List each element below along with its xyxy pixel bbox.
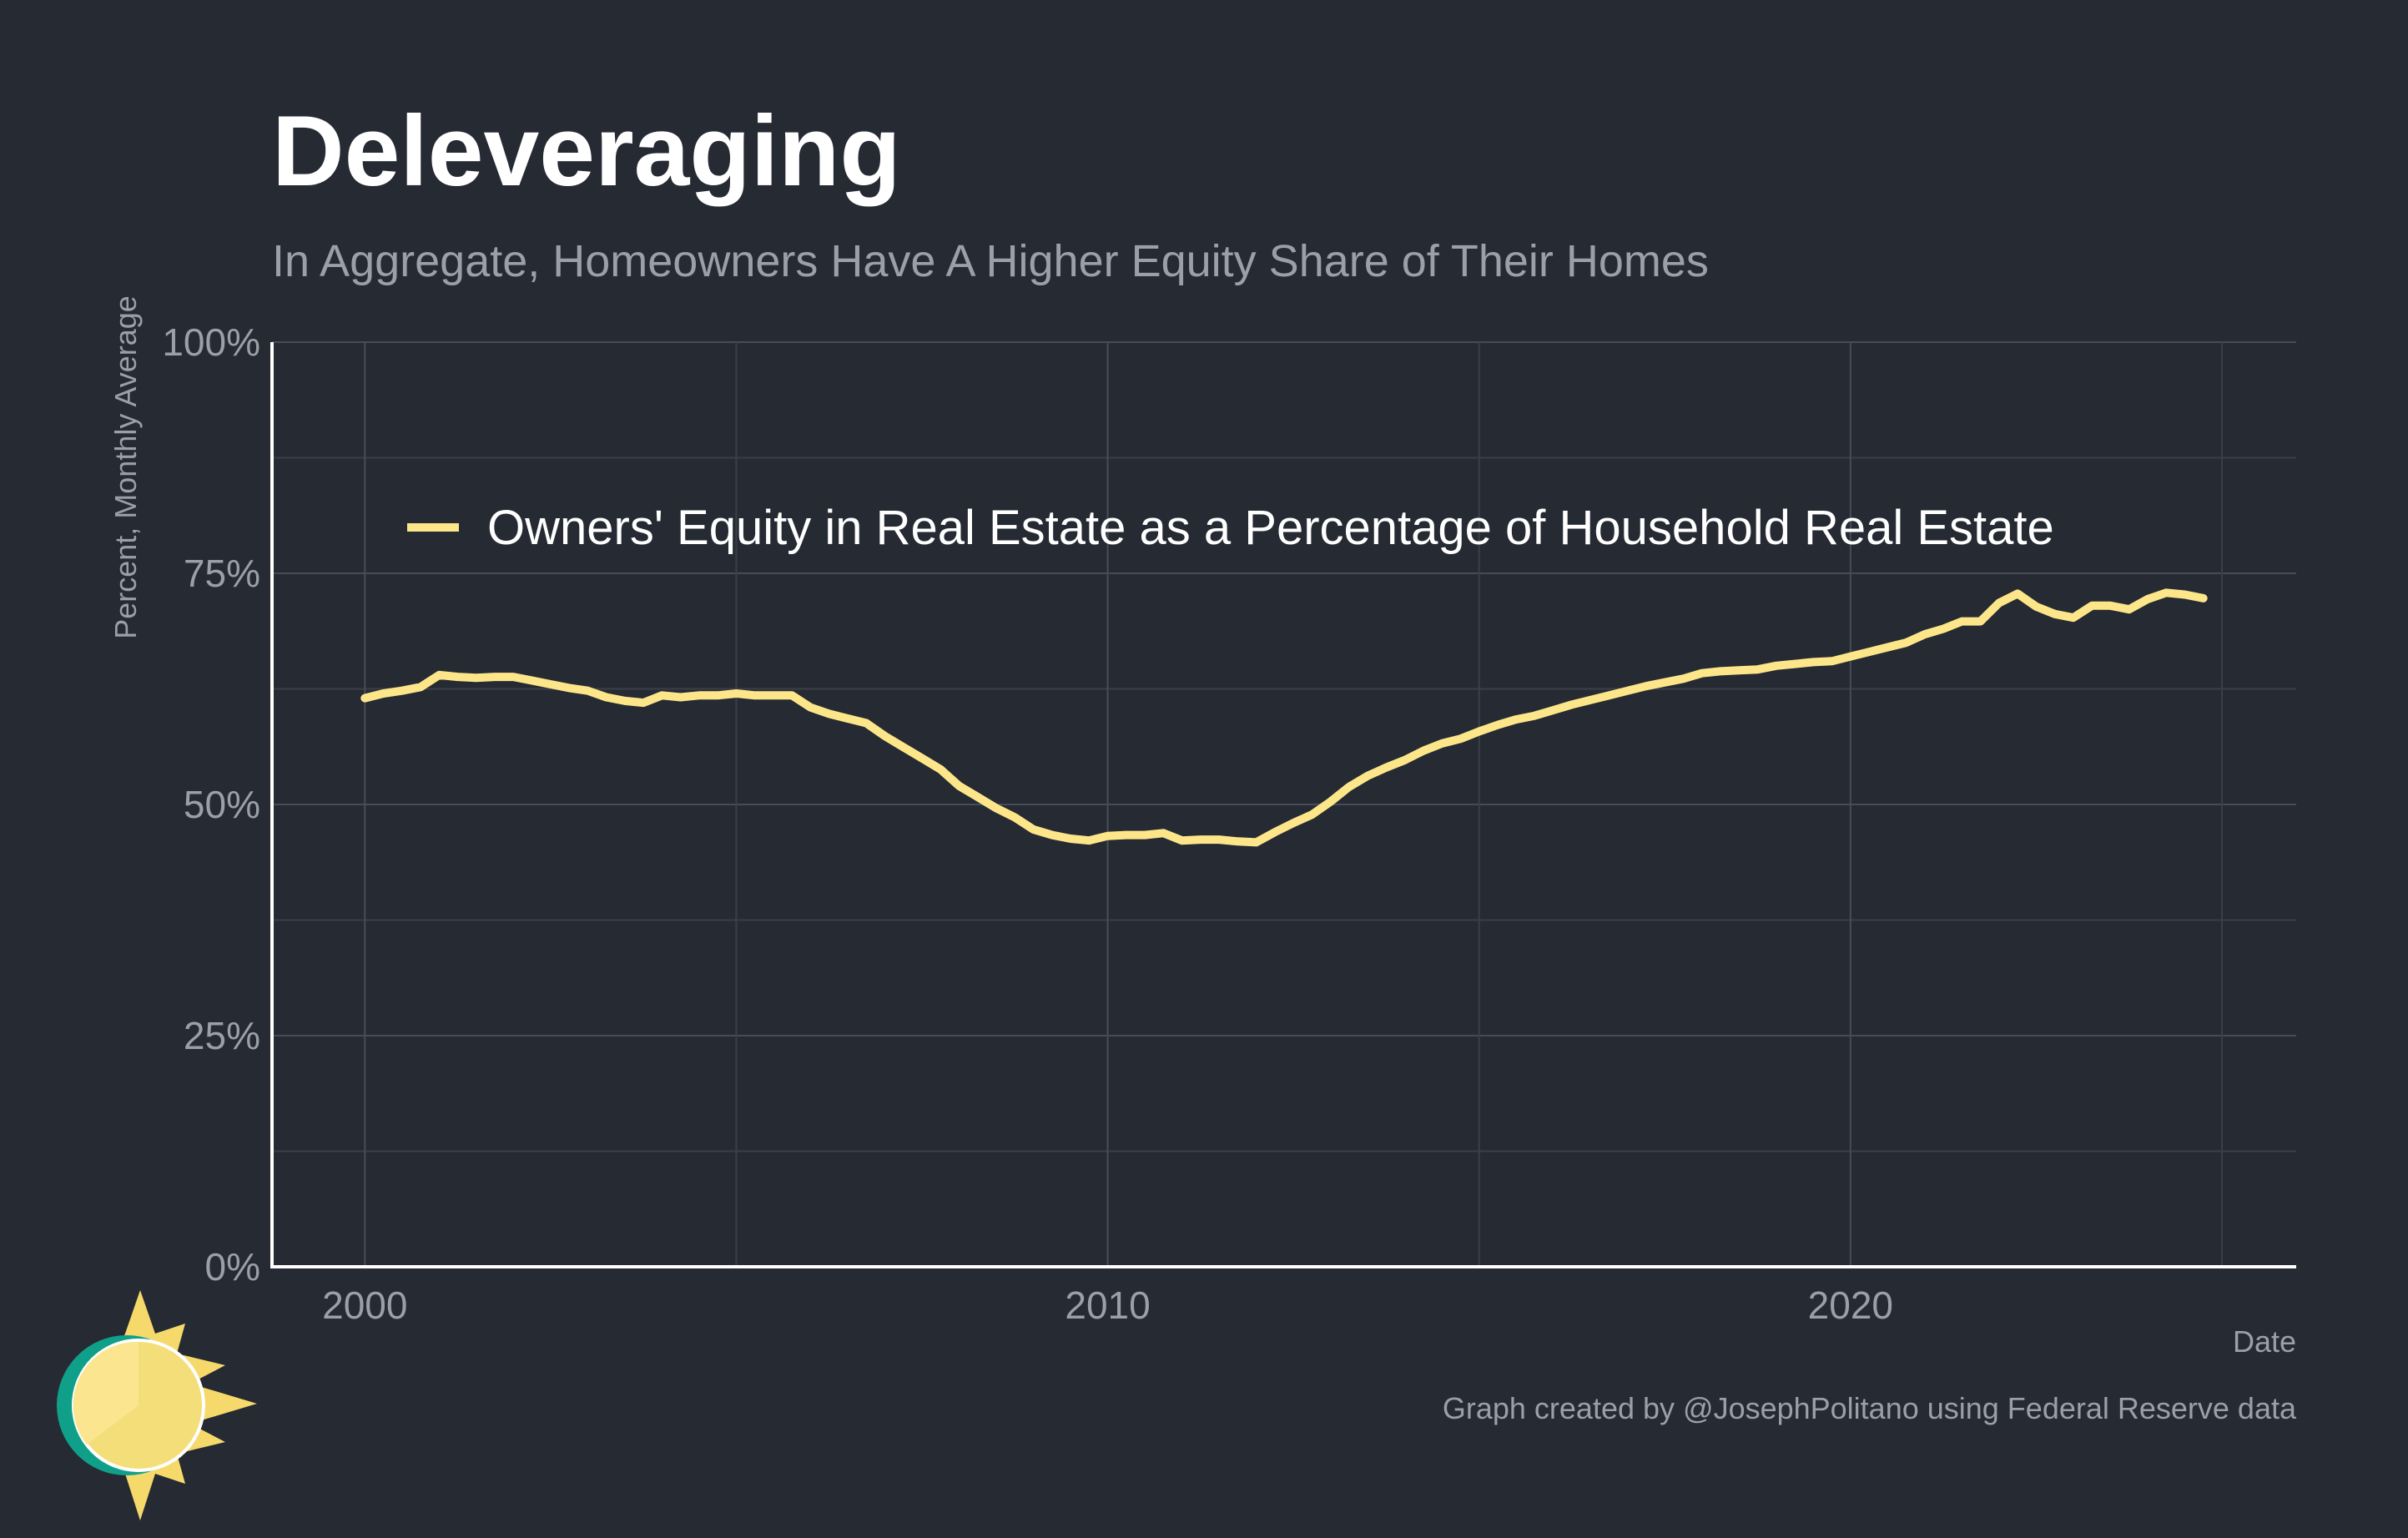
- y-tick-label: 75%: [184, 552, 260, 595]
- y-tick-label: 25%: [184, 1014, 260, 1057]
- caption: Graph created by @JosephPolitano using F…: [1443, 1391, 2297, 1425]
- axes: [270, 342, 2296, 1268]
- x-tick-label: 2000: [322, 1283, 407, 1327]
- chart-subtitle: In Aggregate, Homeowners Have A Higher E…: [272, 236, 1709, 286]
- x-tick-label: 2010: [1065, 1283, 1150, 1327]
- series-line: [360, 588, 2208, 847]
- x-axis-ticks: 2000 2010 2020: [322, 1283, 1893, 1327]
- x-tick-label: 2020: [1808, 1283, 1893, 1327]
- chart-title: Deleveraging: [272, 95, 901, 207]
- y-axis-ticks: 0% 25% 50% 75% 100%: [162, 320, 260, 1288]
- y-tick-label: 50%: [184, 783, 260, 826]
- series-group: [360, 588, 2208, 847]
- legend: Owners' Equity in Real Estate as a Perce…: [407, 501, 2054, 555]
- y-tick-label: 0%: [205, 1245, 260, 1288]
- y-tick-label: 100%: [162, 320, 260, 364]
- grid: [272, 341, 2296, 1268]
- legend-label: Owners' Equity in Real Estate as a Perce…: [487, 501, 2054, 555]
- y-axis-title: Percent, Monthly Average: [108, 295, 143, 639]
- sun-highlight: [73, 1341, 139, 1445]
- sun-logo-icon: [57, 1290, 257, 1520]
- x-axis-title: Date: [2233, 1324, 2296, 1359]
